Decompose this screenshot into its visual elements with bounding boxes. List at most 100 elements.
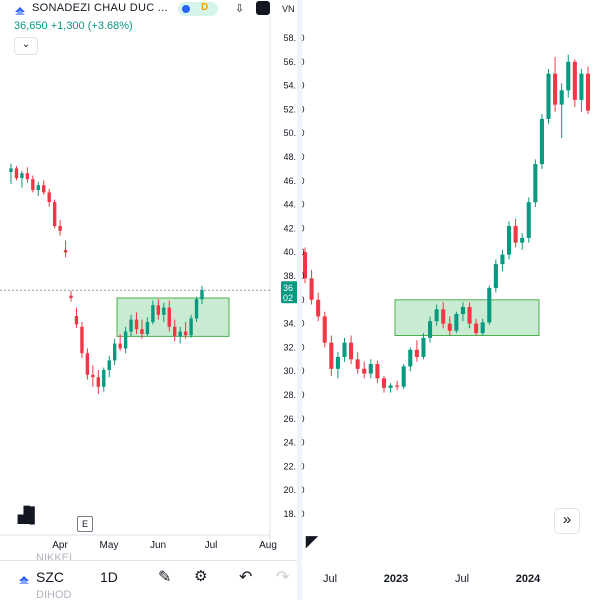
candle-body (183, 331, 188, 336)
candle-body (546, 73, 551, 119)
redo-icon[interactable]: ↷ (276, 569, 290, 586)
price-line: 36,650 +1,300 (+3.68%) (14, 20, 133, 32)
candle-body (118, 343, 122, 349)
symbol-header: SONADEZI CHAU DUC ... D ⇩ VN 36,650 +1,3… (0, 0, 300, 60)
candle-body (329, 342, 334, 369)
y-tick-label: 46.00 (302, 176, 305, 186)
candle-body (526, 202, 531, 238)
candle-body (487, 287, 492, 323)
candle-body (408, 349, 413, 367)
candle-body (467, 306, 472, 324)
candle-body (474, 323, 479, 334)
price-axis-label: 24. (283, 438, 296, 448)
price-axis-label: 20. (283, 485, 296, 495)
price-axis-label: 22. (283, 461, 296, 471)
ghost-text-2: DIHOD (36, 589, 72, 600)
pencil-icon[interactable]: ✎ (158, 569, 172, 586)
symbol-title[interactable]: SONADEZI CHAU DUC ... (32, 2, 168, 14)
market-status-chip[interactable]: D (178, 2, 218, 16)
candle-body (480, 322, 485, 334)
y-tick-label: 52.00 (302, 104, 305, 114)
sliders-icon[interactable]: ⚙ (194, 568, 208, 585)
candle-body (129, 319, 133, 332)
undo-icon[interactable]: ↶ (239, 569, 253, 586)
y-tick-label: 50.00 (302, 128, 305, 138)
y-tick-label: 58.00 (302, 33, 305, 43)
candle-body (302, 252, 308, 279)
price-tag-countdown: 02 (283, 293, 293, 303)
candle-body (140, 329, 144, 334)
candle-body (134, 319, 139, 330)
price-axis-label: 34. (283, 319, 296, 329)
tradingview-logo-icon-right: ◤ (306, 533, 318, 550)
candle-body (63, 250, 68, 253)
menu-button[interactable] (256, 1, 270, 15)
candle-body (493, 264, 498, 288)
y-tick-label: 24.00 (302, 438, 305, 448)
candle-body (47, 192, 51, 202)
accumulation-zone (394, 299, 540, 336)
y-tick-label: 54.00 (302, 81, 305, 91)
x-tick-label: Jul (323, 573, 337, 585)
right-chart-panel: 18.00 20.00 22.00 24.00 26.00 28.00 30.00 32.00… (302, 0, 600, 600)
currency-label: VN (282, 4, 295, 14)
candle-body (513, 226, 518, 243)
price-axis-label: 26. (283, 414, 296, 424)
candle-body (156, 305, 161, 315)
candle-body (14, 168, 19, 178)
price-axis-label: 56. (283, 57, 296, 67)
candle-body (539, 118, 544, 165)
candle-body (178, 331, 182, 337)
price-axis-label: 48. (283, 152, 296, 162)
bottom-toolbar: SZC 1D ✎ ⚙ ↶ ↷ DIHOD (0, 560, 300, 600)
candle-body (167, 307, 171, 327)
candle-body (553, 73, 558, 105)
candle-body (401, 366, 406, 387)
double-chevron-right-icon[interactable]: » (554, 508, 580, 534)
price-axis-label: 50. (283, 128, 296, 138)
candle-body (20, 173, 24, 178)
candle-body (173, 326, 177, 337)
y-tick-label: 40.00 (302, 247, 305, 257)
candle-body (381, 378, 387, 388)
candle-body (123, 331, 128, 349)
download-icon[interactable]: ⇩ (235, 3, 245, 15)
candle-body (559, 90, 564, 105)
price-axis-label: 18. (283, 509, 296, 519)
candle-body (58, 226, 62, 231)
y-tick-label: 56.00 (302, 57, 305, 67)
left-chart-panel: 36 02 Apr May Jun Jul Aug 18. 20. 22. 24. 26. 28. 30.… (0, 0, 300, 600)
candle-body (85, 353, 90, 375)
candle-body (200, 290, 204, 300)
candle-body (533, 164, 538, 203)
price-axis-label: 54. (283, 81, 296, 91)
y-tick-label: 44.00 (302, 200, 305, 210)
candle-body (102, 370, 106, 387)
symbol-logo-icon (19, 576, 29, 584)
candle-body (36, 185, 40, 190)
candle-body (585, 73, 591, 111)
symbol-button[interactable]: SZC (36, 569, 64, 585)
candle-body (355, 359, 360, 369)
earnings-marker[interactable]: E (77, 516, 93, 532)
y-tick-label: 20.00 (302, 485, 305, 495)
candle-body (52, 202, 57, 226)
y-tick-label: 18.00 (302, 509, 305, 519)
candle-body (316, 299, 321, 317)
candle-body (145, 322, 150, 334)
candle-body (441, 309, 446, 324)
y-tick-label: 42.00 (302, 223, 305, 233)
candle-body (349, 342, 354, 360)
candle-body (460, 306, 465, 315)
y-tick-label: 28.00 (302, 390, 305, 400)
interval-button[interactable]: 1D (100, 569, 118, 585)
right-chart-canvas[interactable]: 18.00 20.00 22.00 24.00 26.00 28.00 30.00 32.00… (302, 0, 600, 600)
candle-body (434, 309, 439, 322)
candle-body (151, 305, 155, 322)
candle-body (395, 385, 400, 387)
chevron-down-icon[interactable]: ⌄ (14, 37, 38, 55)
price-change: +1,300 (+3.68%) (50, 20, 133, 32)
y-tick-label: 34.00 (302, 319, 305, 329)
price-axis-label: 30. (283, 366, 296, 376)
